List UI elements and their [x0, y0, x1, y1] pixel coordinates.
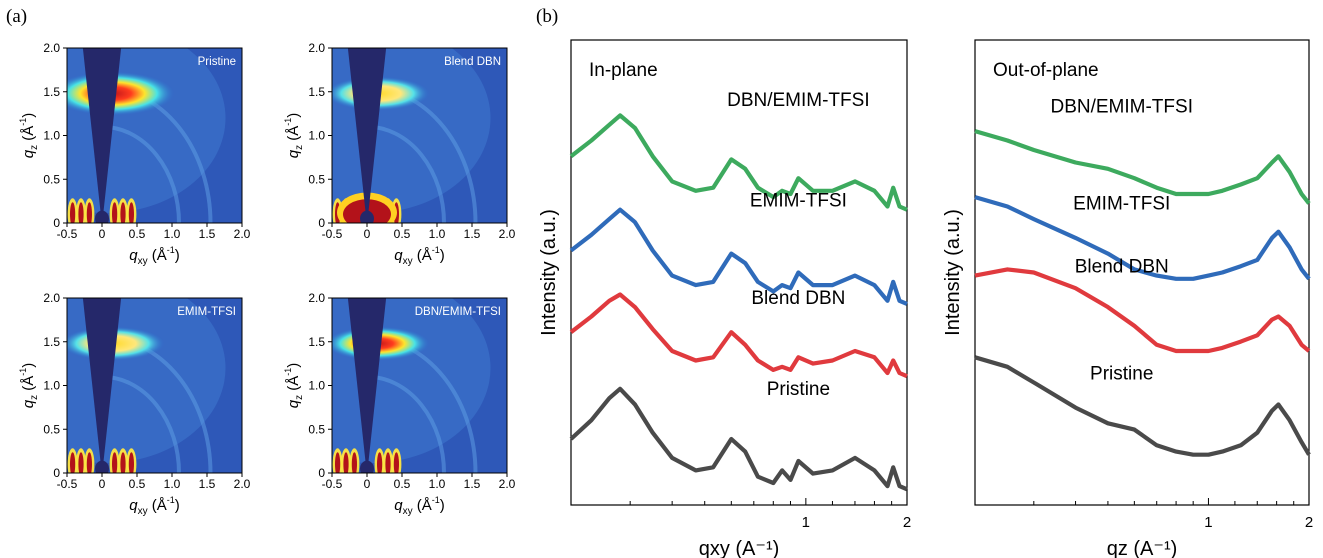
y-axis-label: qz (Å-1): [18, 363, 40, 409]
x-tick-label: -0.5: [57, 227, 78, 241]
plot-frame: [974, 39, 1310, 506]
x-tick-label: 0.5: [394, 477, 411, 491]
y-tick-label: 0.5: [308, 422, 325, 436]
series-label: Pristine: [767, 379, 830, 400]
x-tick-label: 1.5: [464, 227, 481, 241]
y-tick-label: 0.5: [43, 172, 60, 186]
series-line: [569, 207, 908, 306]
series-label: Blend DBN: [1075, 257, 1169, 278]
y-tick-label: 1.0: [308, 129, 325, 143]
plot-frame: [570, 39, 908, 506]
gixd-panel: DBN/EMIM-TFSI-0.5 0 0.5 1.0 1.5 2.000.51.01.5…: [283, 291, 516, 517]
x-axis-label: qxy (Å-1): [394, 245, 445, 267]
x-tick-label: 2: [903, 514, 911, 531]
series-line: [569, 292, 908, 379]
x-tick-label: 2.0: [499, 477, 516, 491]
x-axis-label: qxy (Å-1): [129, 495, 180, 517]
y-tick-label: 1.5: [308, 335, 325, 349]
series-label: Blend DBN: [751, 288, 845, 309]
y-tick-label: 0.5: [308, 172, 325, 186]
y-axis-label: qz (Å-1): [18, 113, 40, 159]
series-line: [974, 129, 1311, 205]
chart-title: Out-of-plane: [993, 60, 1099, 81]
series-label: DBN/EMIM-TFSI: [1050, 96, 1193, 117]
gixd-panel: EMIM-TFSI-0.5 0 0.5 1.0 1.5 2.000.51.01.52.0q…: [18, 291, 251, 517]
x-tick-label: 1: [1204, 514, 1212, 531]
gixd-panel-title: DBN/EMIM-TFSI: [415, 306, 501, 318]
series-line: [569, 113, 908, 212]
x-tick-label: 1.0: [429, 227, 446, 241]
y-axis-label: qz (Å-1): [283, 363, 305, 409]
x-tick-label: 0.5: [129, 477, 146, 491]
x-tick-label: 1.5: [199, 227, 216, 241]
y-tick-label: 0: [53, 216, 60, 230]
x-tick-label: 2.0: [234, 477, 251, 491]
y-tick-label: 1.0: [43, 129, 60, 143]
series-line: [974, 355, 1311, 457]
y-tick-label: 0: [318, 216, 325, 230]
x-tick-label: 0: [99, 477, 106, 491]
x-tick-label: 0: [99, 227, 106, 241]
y-axis-label: Intensity (a.u.): [942, 209, 964, 336]
chart-title: In-plane: [589, 60, 658, 81]
profile-chart: Out-of-plane DBN/EMIM-TFSI EMIM-TFSI Blend …: [942, 39, 1313, 558]
x-tick-label: 1.0: [164, 477, 181, 491]
x-tick-label: 0: [364, 227, 371, 241]
x-tick-label: 1.0: [429, 477, 446, 491]
y-tick-label: 2.0: [43, 291, 60, 305]
series-label: Pristine: [1090, 363, 1153, 384]
y-tick-label: 2.0: [308, 41, 325, 55]
profile-chart: In-plane DBN/EMIM-TFSI EMIM-TFSI Blend DBN P…: [538, 39, 911, 558]
beamstop-shadow: [347, 298, 387, 463]
x-tick-label: 0.5: [129, 227, 146, 241]
y-tick-label: 1.5: [43, 335, 60, 349]
x-tick-label: 1: [802, 514, 810, 531]
series-label: EMIM-TFSI: [1073, 194, 1170, 215]
y-tick-label: 2.0: [43, 41, 60, 55]
x-tick-label: 1.0: [164, 227, 181, 241]
beamstop-shadow: [82, 48, 122, 213]
gixd-panel-title: Pristine: [198, 56, 236, 68]
panel-label-a: (a): [6, 6, 27, 27]
beamstop-shadow: [82, 298, 122, 463]
x-tick-label: 2: [1305, 514, 1313, 531]
x-tick-label: 1.5: [464, 477, 481, 491]
y-tick-label: 0: [318, 466, 325, 480]
y-axis-label: qz (Å-1): [283, 113, 305, 159]
x-tick-label: -0.5: [322, 477, 343, 491]
gixd-panel-title: Blend DBN: [444, 56, 501, 68]
x-tick-label: -0.5: [57, 477, 78, 491]
x-axis-label: qz (A⁻¹): [1107, 538, 1178, 558]
series-label: DBN/EMIM-TFSI: [727, 90, 870, 111]
gixd-panels: Pristine-0.5 0 0.5 1.0 1.5 2.000.51.01.52.0qx…: [18, 41, 516, 517]
y-tick-label: 2.0: [308, 291, 325, 305]
series-label: EMIM-TFSI: [750, 191, 847, 212]
x-tick-label: 0: [364, 477, 371, 491]
x-axis-label: qxy (Å-1): [129, 245, 180, 267]
x-tick-label: -0.5: [322, 227, 343, 241]
gixd-panel-title: EMIM-TFSI: [177, 306, 236, 318]
beamstop-shadow: [347, 48, 387, 213]
x-tick-label: 2.0: [234, 227, 251, 241]
x-axis-label: qxy (A⁻¹): [699, 538, 780, 558]
y-tick-label: 0: [53, 466, 60, 480]
series-line: [974, 267, 1311, 354]
line-profiles: In-plane DBN/EMIM-TFSI EMIM-TFSI Blend DBN P…: [538, 39, 1313, 558]
x-tick-label: 2.0: [499, 227, 516, 241]
y-tick-label: 1.5: [308, 85, 325, 99]
y-tick-label: 1.0: [43, 379, 60, 393]
y-tick-label: 1.5: [43, 85, 60, 99]
series-line: [569, 386, 908, 492]
series-line: [974, 195, 1311, 281]
x-axis-label: qxy (Å-1): [394, 495, 445, 517]
y-axis-label: Intensity (a.u.): [538, 209, 560, 336]
x-tick-label: 1.5: [199, 477, 216, 491]
panel-label-b: (b): [536, 6, 558, 27]
gixd-panel: Pristine-0.5 0 0.5 1.0 1.5 2.000.51.01.52.0qx…: [18, 41, 251, 267]
y-tick-label: 0.5: [43, 422, 60, 436]
y-tick-label: 1.0: [308, 379, 325, 393]
gixd-panel: Blend DBN-0.5 0 0.5 1.0 1.5 2.000.51.01.52.0q…: [283, 41, 516, 267]
x-tick-label: 0.5: [394, 227, 411, 241]
